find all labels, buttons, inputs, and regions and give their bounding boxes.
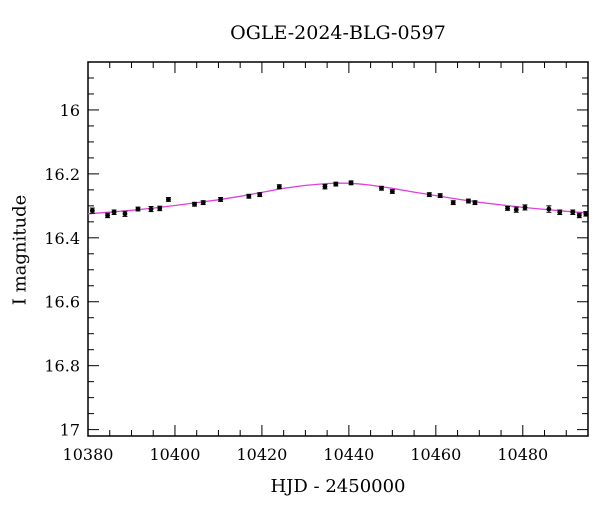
data-marker <box>437 193 443 199</box>
x-tick-label: 10380 <box>63 445 114 464</box>
data-point <box>257 192 263 198</box>
y-tick-label: 16.8 <box>44 357 80 376</box>
data-marker <box>257 192 263 198</box>
data-marker <box>276 184 282 190</box>
model-curve <box>87 182 589 215</box>
data-marker <box>111 209 117 215</box>
data-marker <box>218 197 224 202</box>
chart-title: OGLE-2024-BLG-0597 <box>230 22 446 44</box>
data-marker <box>466 198 471 204</box>
x-tick-label: 10420 <box>236 445 287 464</box>
data-point <box>89 207 95 214</box>
data-marker <box>570 209 576 215</box>
data-marker <box>557 209 563 215</box>
data-point <box>437 193 443 199</box>
y-tick-label: 16.6 <box>44 293 80 312</box>
data-marker <box>389 189 395 194</box>
data-point <box>426 192 432 198</box>
plot-frame <box>87 61 589 437</box>
data-point <box>472 200 478 206</box>
data-marker <box>546 206 552 212</box>
data-marker <box>576 213 582 218</box>
y-axis-label: I magnitude <box>9 194 31 306</box>
data-marker <box>135 206 141 212</box>
data-point <box>122 210 128 217</box>
data-marker <box>450 200 456 206</box>
data-marker <box>522 205 528 210</box>
data-point <box>522 204 528 211</box>
data-marker <box>322 184 328 190</box>
data-point <box>546 205 552 213</box>
data-point <box>111 209 117 215</box>
data-marker <box>157 206 163 211</box>
data-point <box>570 209 576 215</box>
data-marker <box>472 200 478 206</box>
data-point <box>200 200 206 206</box>
data-point <box>513 206 519 213</box>
data-point <box>148 205 154 213</box>
data-marker <box>348 180 354 186</box>
data-point <box>218 197 224 202</box>
data-marker <box>426 192 432 198</box>
data-point <box>105 212 111 219</box>
data-point <box>348 180 354 186</box>
data-marker <box>246 193 252 199</box>
data-point <box>465 198 471 204</box>
data-point <box>583 211 589 217</box>
data-marker <box>105 213 110 218</box>
y-tick-label: 17 <box>60 421 80 440</box>
data-marker <box>333 181 339 187</box>
x-axis-label: HJD - 2450000 <box>270 476 406 497</box>
x-tick-label: 10400 <box>150 445 201 464</box>
data-point <box>165 197 171 202</box>
data-point <box>276 184 282 190</box>
x-tick-label: 10440 <box>323 445 374 464</box>
data-point <box>450 200 456 206</box>
data-marker <box>379 185 384 191</box>
y-tick-label: 16.4 <box>44 229 80 248</box>
data-point <box>135 206 141 212</box>
data-point <box>557 209 563 215</box>
data-marker <box>505 206 510 211</box>
data-point <box>389 189 395 194</box>
data-marker <box>89 208 95 214</box>
data-marker <box>513 207 519 213</box>
data-marker <box>192 201 197 207</box>
y-tick-label: 16.2 <box>44 165 80 184</box>
x-tick-label: 10460 <box>410 445 461 464</box>
data-point <box>246 193 252 199</box>
data-point <box>157 205 163 212</box>
y-tick-label: 16 <box>60 101 80 120</box>
data-point <box>333 181 339 187</box>
data-marker <box>166 197 171 202</box>
data-marker <box>583 211 589 217</box>
data-point <box>378 185 384 191</box>
data-point <box>322 183 328 190</box>
x-tick-label: 10480 <box>497 445 548 464</box>
data-marker <box>148 206 154 212</box>
data-point <box>505 205 511 211</box>
data-marker <box>200 200 206 206</box>
data-point <box>192 201 198 207</box>
data-marker <box>122 211 128 217</box>
data-point <box>576 212 582 219</box>
